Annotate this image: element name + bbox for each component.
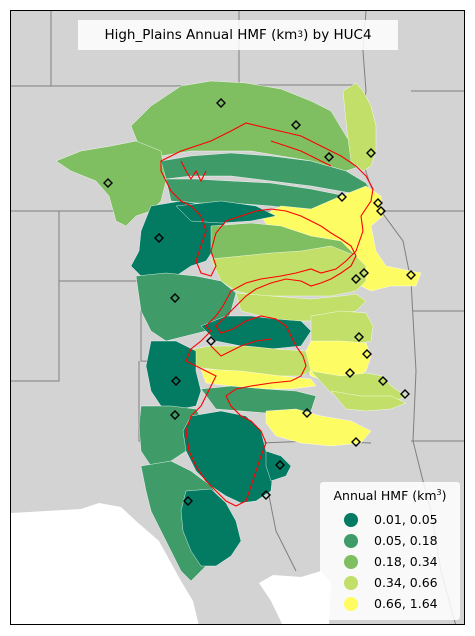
- legend-swatch: [344, 512, 358, 527]
- centroid-marker: [302, 408, 312, 418]
- legend-item: 0.05, 0.18: [328, 530, 452, 551]
- centroid-marker: [206, 336, 216, 346]
- centroid-marker: [351, 274, 361, 284]
- centroid-marker: [400, 389, 410, 399]
- legend-item: 0.66, 1.64: [328, 593, 452, 614]
- basin-s-teal-tip: [180, 488, 242, 567]
- map-title-prefix: High_Plains Annual HMF (km: [104, 27, 298, 43]
- basin-e-light-2: [310, 310, 374, 347]
- centroid-marker: [216, 98, 226, 108]
- basin-ne-light: [342, 82, 377, 172]
- map-title-suffix: ) by HUC4: [303, 27, 372, 43]
- ocean-area: [11, 503, 199, 624]
- gulf-area: [259, 571, 331, 624]
- centroid-marker: [275, 460, 285, 470]
- legend-item: 0.34, 0.66: [328, 572, 452, 593]
- centroid-marker: [171, 376, 181, 386]
- aquifer-inner-detail: [180, 160, 207, 183]
- map-frame: [10, 10, 465, 625]
- centroid-marker: [362, 349, 372, 359]
- aquifer-inner-detail: [270, 140, 332, 167]
- centroid-marker: [170, 293, 180, 303]
- legend-item: 0.01, 0.05: [328, 509, 452, 530]
- legend-swatch: [344, 575, 358, 590]
- centroid-marker: [373, 198, 383, 208]
- basin-c-light: [210, 245, 367, 297]
- high-plains-aquifer-outline: [160, 122, 374, 507]
- centroid-marker: [354, 332, 364, 342]
- legend-title-sup: 3: [436, 488, 442, 497]
- centroid-marker: [291, 120, 301, 130]
- aquifer-outline-path: [160, 122, 374, 507]
- centroid-marker: [337, 192, 347, 202]
- legend-label: 0.66, 1.64: [374, 596, 438, 612]
- centroid-marker: [324, 152, 334, 162]
- legend-title: Annual HMF (km3): [328, 488, 452, 503]
- centroid-marker: [103, 178, 113, 188]
- legend-title-suffix: ): [441, 488, 447, 504]
- legend-swatch: [344, 533, 358, 548]
- map-title: High_Plains Annual HMF (km 3) by HUC4: [78, 20, 398, 50]
- map-title-sup: 3: [297, 30, 304, 40]
- legend: Annual HMF (km3) 0.01, 0.05 0.05, 0.18 0…: [320, 482, 460, 620]
- centroid-marker: [359, 268, 369, 278]
- centroid-marker: [183, 496, 193, 506]
- legend-item: 0.18, 0.34: [328, 551, 452, 572]
- basin-yellow-stripe: [200, 368, 317, 390]
- centroid-marker: [378, 376, 388, 386]
- legend-label: 0.01, 0.05: [374, 512, 438, 528]
- centroid-marker: [376, 206, 386, 216]
- centroid-marker: [351, 437, 361, 447]
- basin-e-light-4: [330, 390, 407, 412]
- legend-swatch: [344, 596, 358, 611]
- aquifer-inner-detail: [210, 338, 272, 357]
- huc4-centroid-markers: [103, 98, 416, 506]
- map-canvas: [11, 11, 464, 624]
- basin-e-teal-small: [265, 450, 292, 482]
- legend-title-prefix: Annual HMF (km: [333, 488, 437, 504]
- centroid-marker: [170, 410, 180, 420]
- legend-label: 0.18, 0.34: [374, 554, 438, 570]
- centroid-marker: [261, 490, 271, 500]
- state-border: [11, 211, 60, 382]
- centroid-marker: [345, 368, 355, 378]
- centroid-marker: [154, 233, 164, 243]
- legend-label: 0.34, 0.66: [374, 575, 438, 591]
- legend-swatch: [344, 554, 358, 569]
- centroid-marker: [366, 148, 376, 158]
- basin-s-yellow: [265, 408, 372, 447]
- centroid-marker: [406, 270, 416, 280]
- legend-label: 0.05, 0.18: [374, 533, 438, 549]
